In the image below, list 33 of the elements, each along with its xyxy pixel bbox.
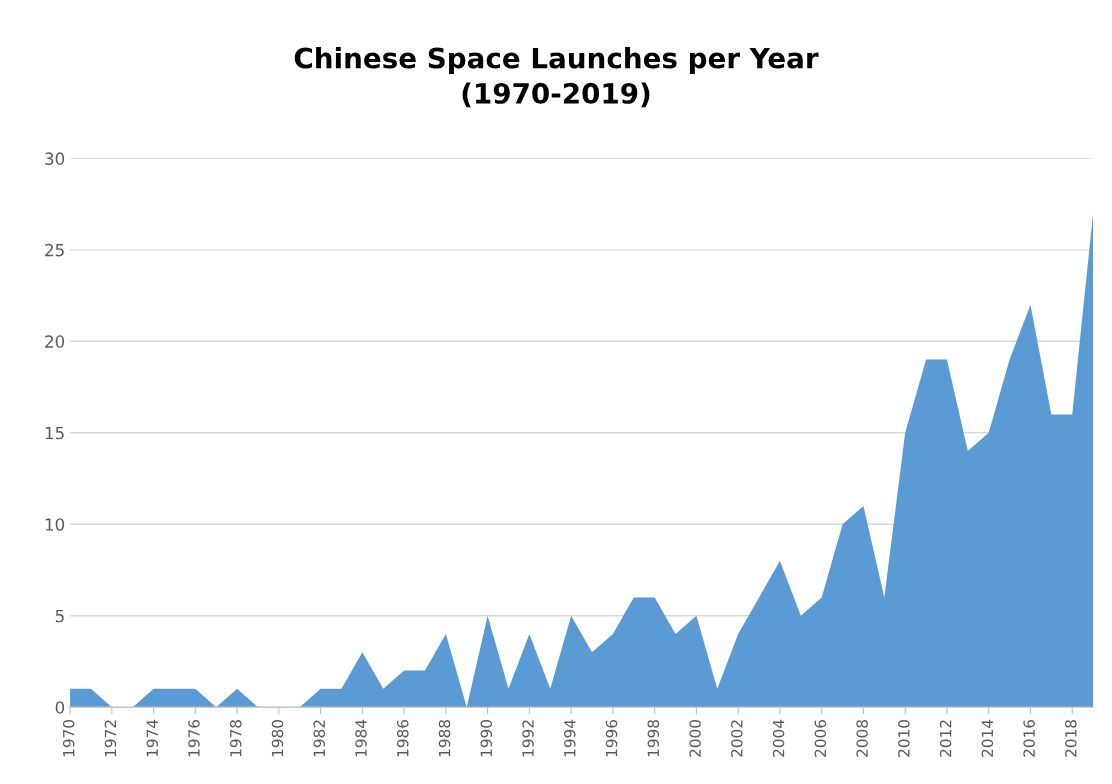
- x-tick-label: 2006: [814, 719, 827, 757]
- x-tick-label: 1982: [313, 720, 326, 757]
- x-tick-label: 2012: [939, 720, 952, 757]
- y-tick-label: 5: [55, 609, 64, 623]
- x-tick-label: 1974: [146, 719, 158, 757]
- y-tick-label: 20: [45, 335, 65, 348]
- x-tick-label: 1978: [229, 720, 242, 757]
- x-tick-label: 1996: [605, 719, 618, 757]
- x-tick-label: 2002: [731, 720, 743, 757]
- x-tick-label: 2018: [1065, 720, 1077, 757]
- x-tick-label: 1976: [188, 719, 200, 757]
- x-tick-label: 1988: [438, 720, 451, 757]
- x-tick-label: 1980: [271, 719, 284, 757]
- x-tick-label: 1984: [355, 719, 367, 757]
- x-tick-label: 2014: [981, 719, 994, 757]
- x-tick-label: 1994: [564, 719, 576, 757]
- chart-title: Chinese Space Launches per Year (1970-2019): [294, 47, 819, 108]
- x-tick-label: 1986: [396, 719, 409, 757]
- x-tick-label: 2000: [689, 719, 701, 757]
- y-tick-label: 0: [55, 701, 65, 714]
- x-tick-label: 1992: [522, 720, 534, 757]
- x-tick-label: 1990: [480, 719, 493, 757]
- x-tick-label: 2004: [772, 719, 785, 757]
- x-tick-label: 1970: [62, 719, 75, 757]
- y-tick-label: 15: [45, 426, 64, 440]
- x-tick-label: 2010: [898, 719, 910, 757]
- y-tick-label: 10: [45, 518, 65, 531]
- y-tick-label: 30: [45, 152, 65, 165]
- y-tick-label: 25: [45, 243, 64, 257]
- x-tick-label: 2008: [856, 720, 868, 757]
- x-tick-label: 2016: [1023, 719, 1035, 757]
- x-tick-label: 1972: [104, 720, 117, 757]
- x-tick-label: 1998: [647, 720, 660, 757]
